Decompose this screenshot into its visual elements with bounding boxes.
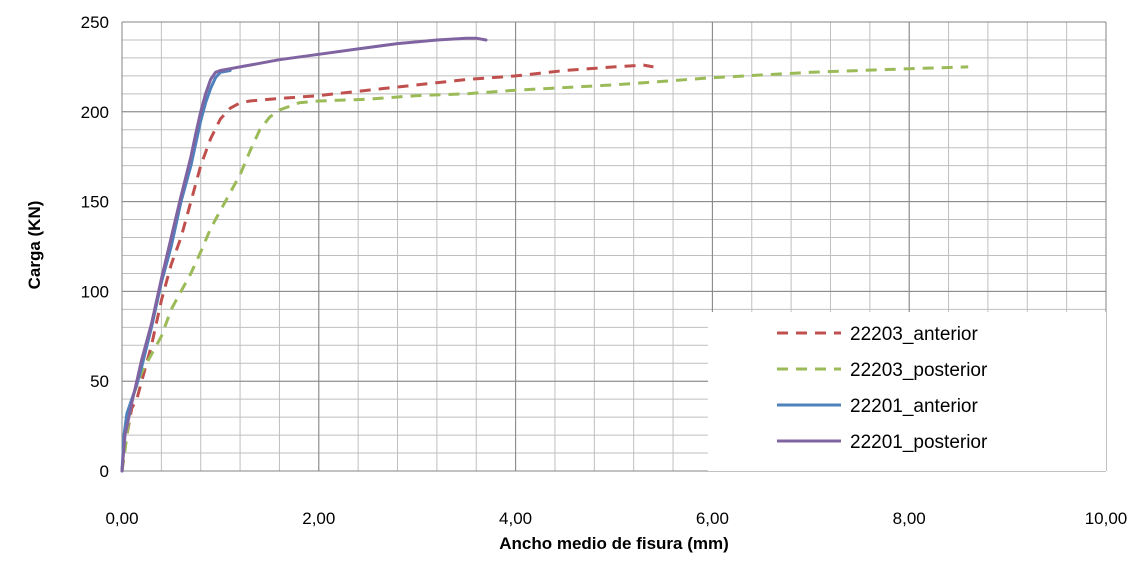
- x-tick-label: 10,00: [1085, 509, 1128, 528]
- y-tick-label: 100: [81, 282, 109, 301]
- legend-label: 22201_posterior: [850, 432, 988, 453]
- x-tick-labels: 0,00 2,00 4,00 6,00 8,00 10,00: [105, 509, 1127, 528]
- series-line-22201_posterior: [120, 36, 488, 473]
- y-tick-labels: 0 50 100 150 200 250: [81, 13, 109, 481]
- major-gridlines: [121, 21, 1107, 472]
- legend: 22203_anterior 22203_posterior 22201_anter…: [708, 312, 1106, 471]
- y-tick-label: 50: [90, 372, 109, 391]
- legend-label: 22203_anterior: [850, 324, 978, 345]
- series-line-22203_posterior: [120, 65, 969, 472]
- series-line-22201_anterior: [120, 69, 232, 473]
- y-axis-title: Carga (KN): [25, 201, 44, 290]
- x-tick-label: 2,00: [302, 509, 335, 528]
- x-tick-label: 8,00: [893, 509, 926, 528]
- y-tick-label: 150: [81, 193, 109, 212]
- x-tick-label: 0,00: [105, 509, 138, 528]
- series-line-22203_anterior: [120, 63, 654, 472]
- x-tick-label: 4,00: [499, 509, 532, 528]
- y-tick-label: 200: [81, 103, 109, 122]
- x-tick-label: 6,00: [696, 509, 729, 528]
- x-axis-title: Ancho medio de fisura (mm): [499, 534, 729, 553]
- legend-box: [708, 312, 1106, 471]
- y-tick-label: 250: [81, 13, 109, 32]
- y-tick-label: 0: [100, 462, 109, 481]
- legend-label: 22203_posterior: [850, 360, 988, 381]
- legend-label: 22201_anterior: [850, 396, 978, 417]
- series-layer: [120, 36, 969, 473]
